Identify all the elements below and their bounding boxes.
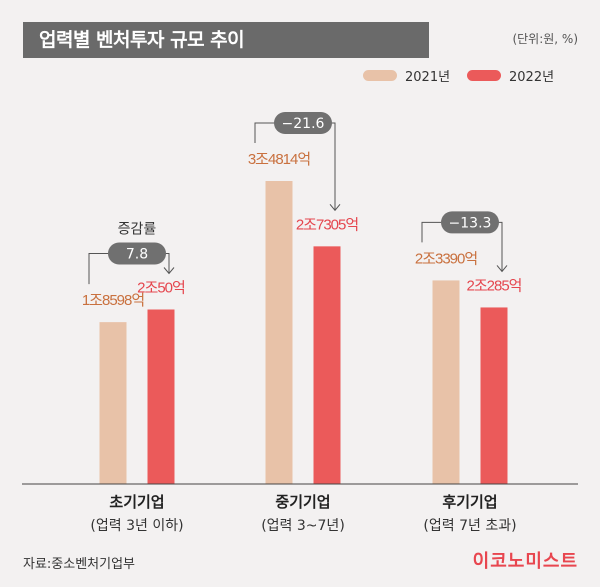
change-badge-초기기업 <box>108 242 166 265</box>
legend-item-2021: 2021년 <box>363 66 450 85</box>
legend-swatch-2022 <box>467 70 501 81</box>
change-badge-중기기업 <box>274 112 332 134</box>
change-arrow-중기기업 <box>329 204 341 212</box>
legend-label-2022: 2022년 <box>509 70 555 85</box>
bar-2022년-중기기업 <box>313 246 341 484</box>
bar-2022년-후기기업 <box>480 307 508 484</box>
brand-logo: 이코노미스트 <box>472 551 578 572</box>
source-note: 자료:중소벤처기업부 <box>23 557 136 572</box>
change-value-후기기업: −13.3 <box>449 215 492 231</box>
legend-swatch-2021 <box>363 70 397 81</box>
legend-item-2022: 2022년 <box>467 66 554 85</box>
data-label-2022년-후기기업: 2조285억 <box>467 277 522 294</box>
data-label-2021년-초기기업: 1조8598억 <box>82 292 144 309</box>
data-label-2022년-초기기업: 2조50억 <box>137 279 185 296</box>
unit-label: (단위:원, %) <box>512 32 578 46</box>
change-badge-후기기업 <box>441 211 499 234</box>
category-label-초기기업: 초기기업 <box>109 493 164 511</box>
category-sublabel-후기기업: (업력 7년 초과) <box>423 518 516 534</box>
chart-title: 업력별 벤처투자 규모 추이 <box>23 22 429 58</box>
category-sublabel-중기기업: (업력 3~7년) <box>261 518 345 534</box>
legend-label-2021: 2021년 <box>405 70 451 85</box>
bar-2022년-초기기업 <box>147 309 175 484</box>
category-label-후기기업: 후기기업 <box>442 493 497 511</box>
category-sublabel-초기기업: (업력 3년 이하) <box>90 518 183 534</box>
category-label-중기기업: 중기기업 <box>275 493 330 511</box>
change-arrow-후기기업 <box>496 265 508 273</box>
data-label-2022년-중기기업: 2조7305억 <box>296 216 358 233</box>
change-rate-caption: 증감률 <box>118 221 157 237</box>
change-value-초기기업: 7.8 <box>126 246 148 262</box>
data-label-2021년-중기기업: 3조4814억 <box>248 151 310 168</box>
legend: 2021년 2022년 <box>0 66 600 86</box>
bar-2021년-후기기업 <box>432 280 460 484</box>
change-value-중기기업: −21.6 <box>282 116 325 132</box>
change-arrow-초기기업 <box>163 267 175 275</box>
data-label-2021년-후기기업: 2조3390억 <box>415 250 477 267</box>
bar-2021년-초기기업 <box>99 322 127 484</box>
bar-2021년-중기기업 <box>265 181 293 484</box>
